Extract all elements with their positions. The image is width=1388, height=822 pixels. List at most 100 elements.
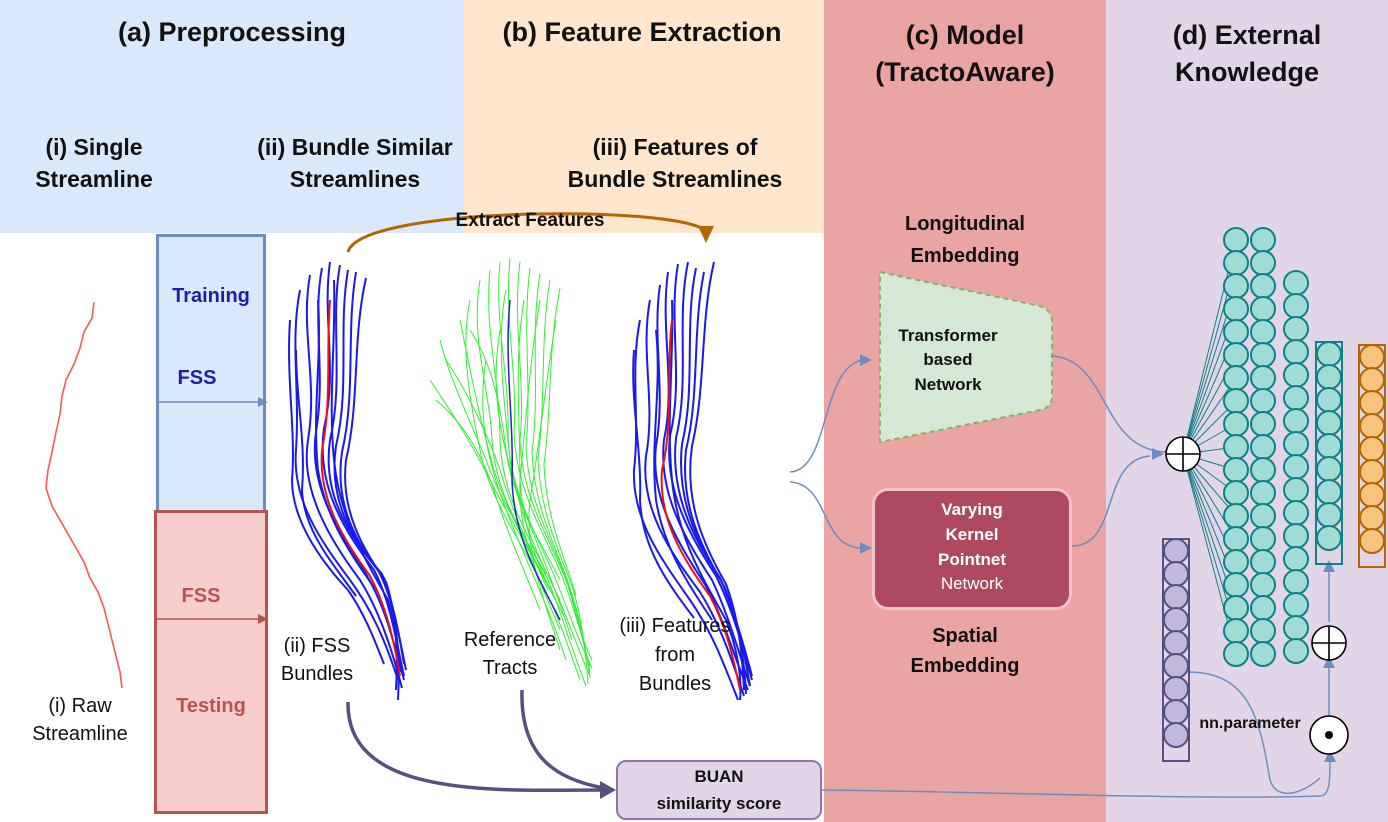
nn-parameter-label: nn.parameter <box>1199 715 1301 732</box>
neuron-node <box>1283 431 1309 457</box>
neuron-node <box>1250 503 1276 529</box>
neuron-node <box>1250 480 1276 506</box>
knowledge-title-line1: (d) External <box>1172 20 1322 50</box>
neuron-node <box>1223 457 1249 483</box>
pointnet-label-3: Pointnet <box>938 550 1006 569</box>
transformer-to-concat <box>1051 355 1167 453</box>
neuron-node <box>1223 296 1249 322</box>
param-node <box>1163 722 1189 748</box>
features-title-2: Bundle Streamlines <box>567 166 783 192</box>
to-pointnet-arrow <box>789 481 863 549</box>
multiply-odot-icon <box>1309 715 1349 755</box>
teal-layer-1 <box>1223 227 1249 667</box>
raw-streamline-label-2: Streamline <box>32 723 128 745</box>
output-node <box>1359 459 1385 485</box>
teal-layer-3 <box>1283 270 1309 664</box>
fss-top-label: FSS <box>177 367 217 389</box>
neuron-node <box>1283 523 1309 549</box>
neuron-node <box>1250 595 1276 621</box>
neuron-node <box>1223 618 1249 644</box>
neuron-node <box>1316 410 1342 436</box>
output-node <box>1359 436 1385 462</box>
neuron-node <box>1316 502 1342 528</box>
testing-label: Testing <box>176 695 246 717</box>
neuron-node <box>1223 526 1249 552</box>
transformer-shape <box>879 270 1053 444</box>
teal-layer-2 <box>1250 227 1276 667</box>
neuron-node <box>1316 341 1342 367</box>
neuron-node <box>1283 477 1309 503</box>
neuron-node <box>1316 479 1342 505</box>
fss-bundle-centroid <box>320 299 401 677</box>
neuron-node <box>1223 319 1249 345</box>
transformer-label-3: Network <box>914 375 982 394</box>
features-title-1: (iii) Features of <box>592 134 758 160</box>
output-node <box>1359 390 1385 416</box>
neuron-node <box>1283 362 1309 388</box>
pointnet-to-concat <box>1071 455 1151 547</box>
fss-bottom-label: FSS <box>181 585 221 607</box>
neuron-node <box>1250 273 1276 299</box>
buan-arrow-from-reference <box>520 689 605 790</box>
buan-label-2: similarity score <box>656 794 782 813</box>
purple-param-layer <box>1162 538 1190 762</box>
single-streamline-title-1: (i) Single <box>45 134 143 160</box>
neuron-node <box>1283 316 1309 342</box>
neuron-node <box>1223 480 1249 506</box>
to-transformer-arrow <box>789 359 863 473</box>
concat-plus-icon <box>1165 436 1201 472</box>
neuron-node <box>1250 365 1276 391</box>
neuron-node <box>1316 433 1342 459</box>
param-node <box>1163 584 1189 610</box>
neuron-node <box>1250 319 1276 345</box>
neuron-node <box>1250 342 1276 368</box>
neuron-node <box>1283 385 1309 411</box>
neuron-node <box>1250 434 1276 460</box>
pointnet-label-1: Varying <box>941 500 1003 519</box>
buan-to-odot <box>821 759 1331 798</box>
neuron-node <box>1250 457 1276 483</box>
reference-tracts-label-2: Tracts <box>482 657 538 679</box>
neuron-node <box>1223 365 1249 391</box>
feature-bundle-centroid <box>660 319 741 691</box>
neuron-node <box>1223 250 1249 276</box>
param-node <box>1163 538 1189 564</box>
neuron-node <box>1223 434 1249 460</box>
output-node <box>1359 505 1385 531</box>
pointnet-label-2: Kernel <box>945 525 999 544</box>
reference-centroid <box>507 299 561 621</box>
neuron-node <box>1283 339 1309 365</box>
longitudinal-label-1: Longitudinal <box>905 213 1025 235</box>
neuron-node <box>1250 227 1276 253</box>
preprocessing-title: (a) Preprocessing <box>117 17 347 47</box>
buan-label-1: BUAN <box>694 767 744 786</box>
output-node <box>1359 344 1385 370</box>
buan-box <box>616 760 822 820</box>
fan-line <box>1182 239 1237 455</box>
neuron-node <box>1283 270 1309 296</box>
layer-outline <box>1358 344 1386 568</box>
neuron-node <box>1223 227 1249 253</box>
fss-bundles-label-1: (ii) FSS <box>283 635 351 657</box>
output-node <box>1359 413 1385 439</box>
neuron-node <box>1283 454 1309 480</box>
neuron-node <box>1283 546 1309 572</box>
knowledge-title-line2: Knowledge <box>1174 57 1319 87</box>
output-node <box>1359 367 1385 393</box>
neuron-node <box>1250 572 1276 598</box>
reference-tracts <box>429 257 593 687</box>
bundle-similar-title-2: Streamlines <box>289 166 421 192</box>
fan-line <box>1182 453 1237 655</box>
neuron-node <box>1283 615 1309 641</box>
add-plus-icon <box>1311 625 1347 661</box>
transformer-label-1: Transformer <box>898 326 998 345</box>
param-node <box>1163 630 1189 656</box>
teal-layer-4 <box>1315 341 1343 565</box>
extract-features-arrow <box>346 212 708 253</box>
param-node <box>1163 699 1189 725</box>
feature-extraction-title: (b) Feature Extraction <box>502 17 782 47</box>
neuron-node <box>1250 388 1276 414</box>
neuron-node <box>1250 641 1276 667</box>
model-title-line2: (TractoAware) <box>875 57 1055 87</box>
